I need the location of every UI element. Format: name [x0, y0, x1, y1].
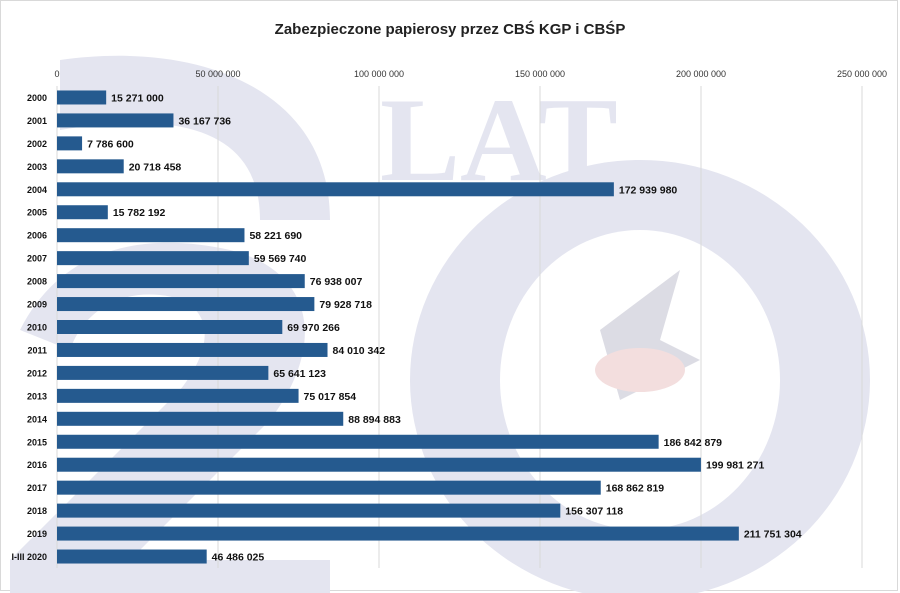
y-tick-label: 2001 [27, 116, 47, 126]
bar [57, 90, 107, 105]
bar [57, 503, 561, 518]
x-tick-label: 250 000 000 [837, 69, 887, 79]
y-tick-label: 2012 [27, 368, 47, 378]
bar [57, 297, 315, 312]
y-tick-label: 2000 [27, 93, 47, 103]
y-tick-label: 2010 [27, 323, 47, 333]
y-tick-label: 2018 [27, 506, 47, 516]
data-label: 88 894 883 [348, 414, 401, 426]
data-label: 15 782 192 [113, 207, 166, 219]
bar [57, 457, 701, 472]
data-label: 36 167 736 [178, 115, 231, 127]
bar [57, 388, 299, 403]
bar [57, 274, 305, 289]
bar [57, 320, 283, 334]
y-tick-label: 2016 [27, 460, 47, 470]
x-tick-label: 100 000 000 [354, 69, 404, 79]
y-tick-label: 2014 [27, 414, 47, 424]
bar [57, 228, 245, 243]
bar [57, 113, 174, 128]
bar [57, 549, 207, 564]
data-label: 172 939 980 [619, 184, 678, 196]
y-tick-label: 2017 [27, 483, 47, 493]
y-tick-label: I-III 2020 [11, 552, 47, 562]
y-tick-label: 2009 [27, 300, 47, 310]
data-label: 20 718 458 [129, 161, 182, 173]
data-label: 79 928 718 [319, 299, 372, 311]
data-label: 15 271 000 [111, 92, 164, 104]
bar [57, 365, 269, 380]
y-tick-label: 2002 [27, 139, 47, 149]
y-tick-label: 2019 [27, 529, 47, 539]
bar [57, 342, 328, 357]
data-label: 168 862 819 [606, 483, 665, 495]
y-tick-label: 2013 [27, 391, 47, 401]
bar [57, 411, 344, 426]
x-tick-label: 200 000 000 [676, 69, 726, 79]
data-label: 69 970 266 [287, 322, 340, 334]
bar [57, 136, 83, 151]
x-tick-label: 50 000 000 [195, 69, 240, 79]
y-tick-label: 2006 [27, 231, 47, 241]
data-label: 75 017 854 [304, 391, 357, 403]
bar [57, 182, 614, 197]
data-label: 46 486 025 [212, 552, 265, 564]
bar [57, 159, 124, 174]
bar [57, 526, 739, 541]
y-tick-label: 2007 [27, 254, 47, 264]
data-label: 199 981 271 [706, 460, 765, 472]
y-tick-label: 2015 [27, 437, 47, 447]
x-tick-label: 150 000 000 [515, 69, 565, 79]
data-label: 211 751 304 [744, 529, 802, 541]
y-tick-label: 2008 [27, 277, 47, 287]
x-tick-label: 0 [54, 69, 59, 79]
data-label: 76 938 007 [310, 276, 363, 288]
y-tick-label: 2004 [27, 185, 47, 195]
y-tick-label: 2003 [27, 162, 47, 172]
y-tick-label: 2011 [27, 345, 47, 355]
bar [57, 434, 659, 449]
data-label: 156 307 118 [565, 506, 623, 518]
data-label: 58 221 690 [249, 230, 302, 242]
bar [57, 251, 249, 266]
chart-title: Zabezpieczone papierosy przez CBŚ KGP i … [274, 21, 626, 38]
data-label: 59 569 740 [254, 253, 307, 265]
bar [57, 205, 108, 220]
data-label: 186 842 879 [664, 437, 723, 449]
bar [57, 480, 601, 495]
data-label: 7 786 600 [87, 138, 134, 150]
y-tick-label: 2005 [27, 208, 47, 218]
data-label: 84 010 342 [333, 345, 386, 357]
data-label: 65 641 123 [273, 368, 326, 380]
